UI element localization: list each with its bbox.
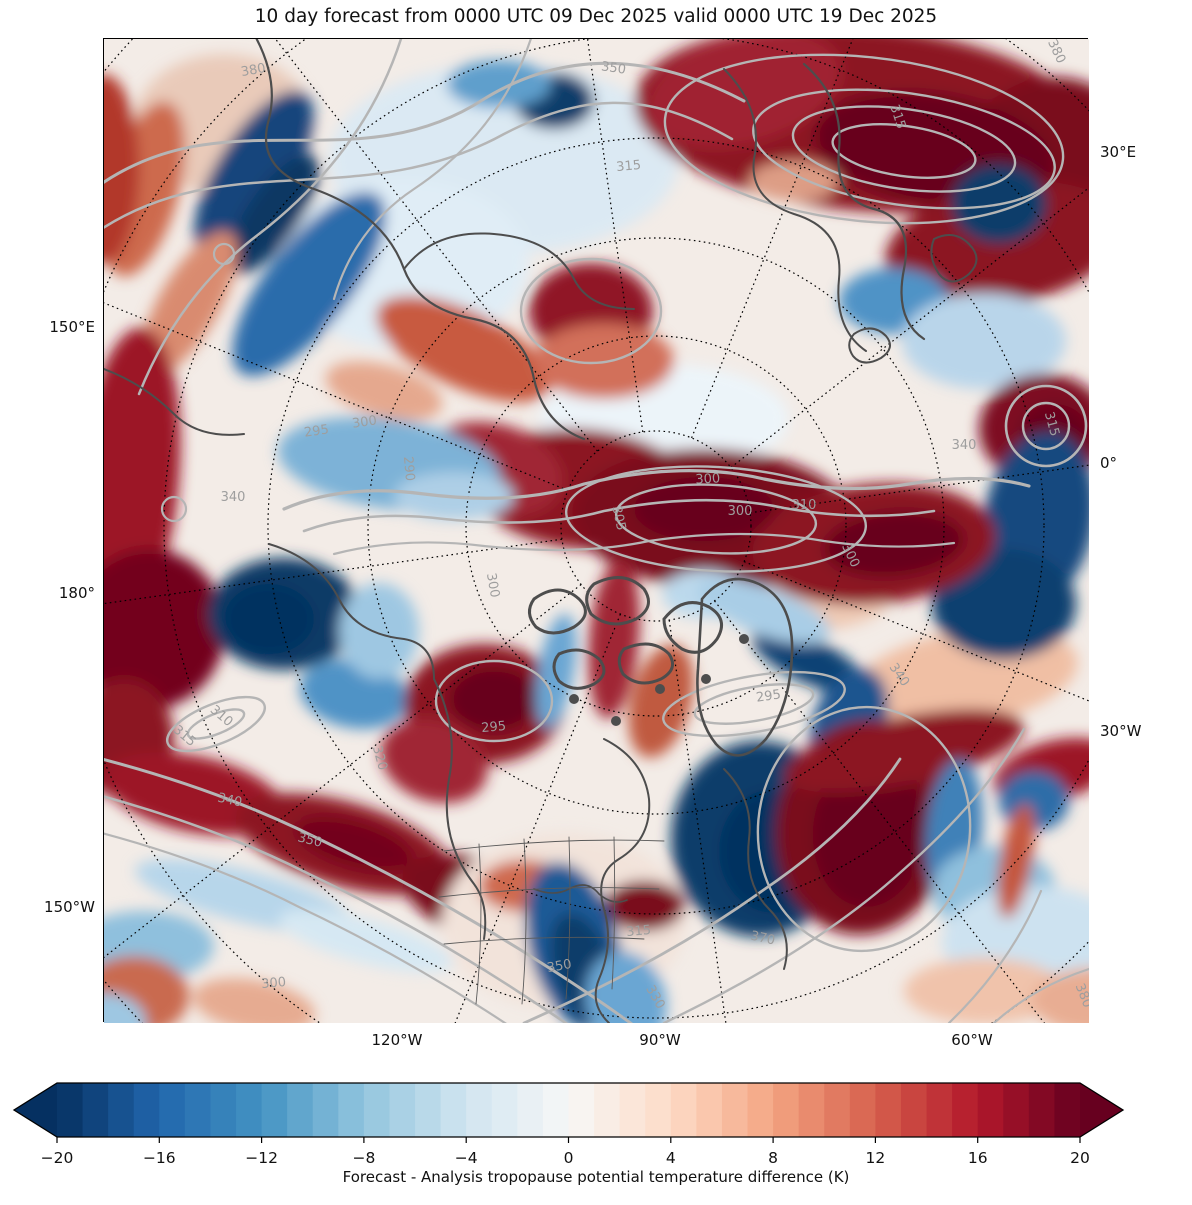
contour-label: 315: [886, 103, 908, 131]
contour-label: 340: [221, 490, 246, 505]
colorbar-tick-label: 0: [564, 1149, 574, 1167]
coastlines: [104, 39, 978, 1023]
contour-label: 350: [296, 830, 324, 851]
colorbar: −20 −16 −12 −8 −4 0 4 8 12 16 20: [0, 1075, 1192, 1205]
contour-label: 305: [609, 505, 629, 532]
contour-label: 295: [303, 422, 330, 440]
colorbar-tick-label: −16: [143, 1149, 176, 1167]
colorbar-tick-label: 20: [1070, 1149, 1090, 1167]
contour-label: 300: [695, 471, 721, 487]
graticule-label: 60°W: [951, 1031, 993, 1049]
contour-label: 350: [600, 59, 627, 77]
contour-label: 320: [369, 744, 390, 772]
graticule-label: 120°W: [371, 1031, 423, 1049]
contour-label: 380: [240, 61, 267, 80]
colorbar-tick-label: 16: [968, 1149, 988, 1167]
filled-field: [104, 39, 1089, 1023]
colorbar-tick-label: 4: [666, 1149, 676, 1167]
graticule-label: 150°W: [44, 898, 95, 916]
graticule-label: 30°W: [1100, 722, 1142, 740]
colorbar-tick-label: 12: [866, 1149, 886, 1167]
colorbar-tick-label: −12: [245, 1149, 278, 1167]
colorbar-tick-label: −8: [352, 1149, 375, 1167]
contour-label: 350: [546, 957, 573, 976]
contour-label: 315: [616, 158, 642, 175]
colorbar-tick-label: 8: [768, 1149, 778, 1167]
contour-label: 340: [216, 791, 243, 811]
graticule-label: 150°E: [49, 318, 95, 336]
colorbar-svg: −20 −16 −12 −8 −4 0 4 8 12 16 20: [12, 1082, 1125, 1167]
colorbar-tick-label: −20: [41, 1149, 74, 1167]
contour-label: 295: [755, 687, 782, 705]
contour-label: 310: [792, 498, 817, 513]
graticule-label: 180°: [58, 584, 95, 602]
colorbar-tick-label: −4: [455, 1149, 478, 1167]
contour-label: 290: [400, 456, 417, 482]
contour-label: 300: [728, 504, 753, 519]
contour-label: 340: [952, 438, 977, 453]
contour-label: 300: [351, 413, 378, 431]
figure-title: 10 day forecast from 0000 UTC 09 Dec 202…: [254, 6, 938, 27]
graticule-label: 90°W: [639, 1031, 681, 1049]
graticule-label: 0°: [1100, 454, 1118, 472]
graticule-label: 30°E: [1100, 143, 1137, 161]
graticule-grid: [104, 39, 1089, 1023]
contour-lines: [104, 39, 1089, 1023]
contour-label: 370: [749, 929, 776, 949]
contour-label: 315: [626, 923, 652, 940]
contour-label: 300: [261, 975, 287, 992]
colorbar-label: Forecast - Analysis tropopause potential…: [342, 1168, 850, 1186]
contour-label: 300: [483, 572, 502, 599]
contour-label: 315: [1041, 410, 1062, 438]
contour-label: 295: [481, 719, 507, 736]
map-area: 380 350 380 315 315 340 315 295 300 290 340 300 310 3…: [103, 38, 1089, 1023]
